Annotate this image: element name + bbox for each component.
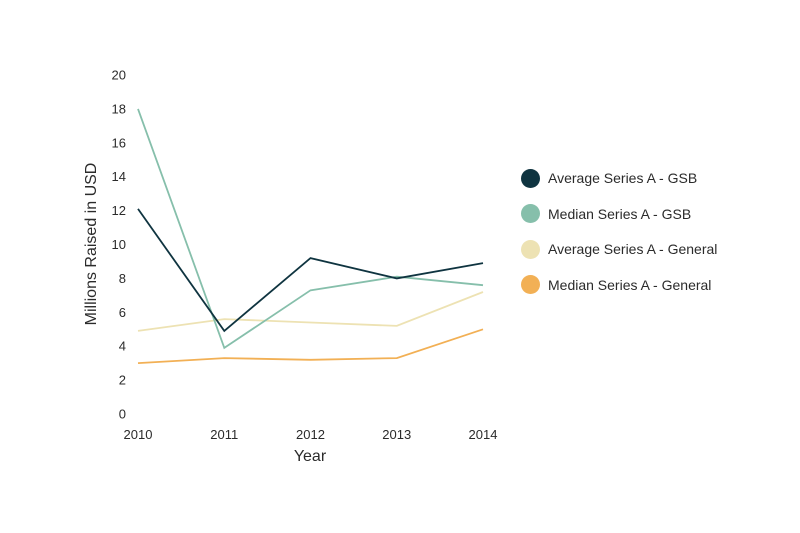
- y-tick-label: 2: [119, 373, 126, 388]
- series-line-average-series-a-gsb: [137, 208, 484, 333]
- x-tick-label: 2010: [124, 427, 153, 442]
- legend-label: Median Series A - General: [548, 276, 712, 293]
- x-tick-label: 2012: [296, 427, 325, 442]
- y-tick-label: 20: [112, 68, 126, 83]
- y-tick-label: 6: [119, 305, 126, 320]
- series-line-average-series-a-general: [137, 291, 484, 332]
- legend-swatch: [521, 239, 540, 259]
- legend-item: Median Series A - General: [521, 273, 717, 297]
- legend-label: Average Series A - General: [548, 241, 718, 257]
- legend-item: Average Series A - General: [521, 237, 717, 261]
- legend-swatch: [521, 275, 540, 294]
- legend: Average Series A - GSB Median Series A - …: [521, 166, 717, 308]
- y-tick-label: 14: [112, 169, 126, 184]
- x-tick-label: 2011: [210, 427, 238, 442]
- y-tick-label: 8: [119, 271, 126, 286]
- y-axis-ticks: 0 2 4 6 8 10 12 14 16 18 20: [112, 68, 126, 422]
- y-tick-label: 12: [112, 203, 126, 218]
- y-axis-title: Millions Raised in USD: [83, 163, 100, 326]
- x-tick-label: 2014: [469, 427, 498, 442]
- x-axis-title: Year: [294, 448, 327, 465]
- legend-swatch: [521, 168, 540, 188]
- legend-item: Median Series A - GSB: [521, 202, 717, 226]
- x-axis-ticks: 2010 2011 2012 2013 2014: [124, 427, 498, 442]
- legend-label: Median Series A - GSB: [548, 205, 692, 222]
- y-tick-label: 10: [112, 237, 126, 252]
- y-tick-label: 16: [112, 135, 126, 150]
- series-lines: [137, 108, 484, 364]
- series-line-median-series-a-general: [137, 328, 484, 364]
- legend-item: Average Series A - GSB: [521, 166, 717, 190]
- series-line-median-series-a-gsb: [137, 108, 484, 350]
- y-tick-label: 0: [119, 407, 126, 422]
- y-tick-label: 4: [119, 339, 126, 354]
- x-tick-label: 2013: [382, 427, 411, 442]
- y-tick-label: 18: [112, 101, 126, 116]
- legend-label: Average Series A - GSB: [548, 170, 698, 186]
- legend-swatch: [521, 204, 540, 223]
